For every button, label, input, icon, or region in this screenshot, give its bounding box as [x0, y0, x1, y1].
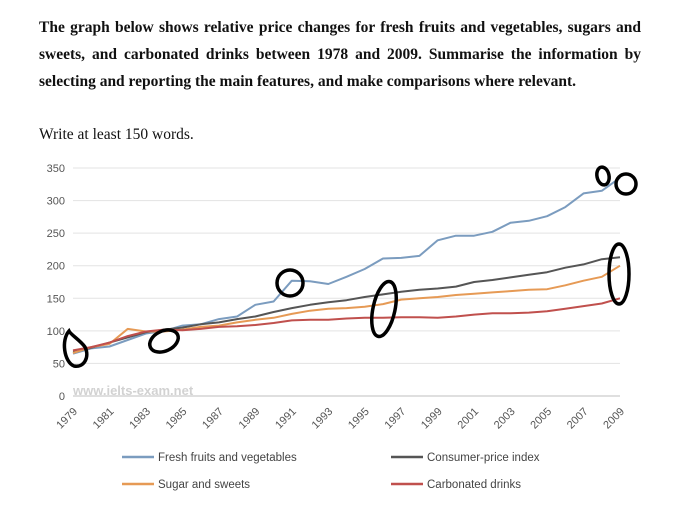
x-tick-label: 1983	[127, 406, 153, 432]
series-line-carbonated-drinks	[72, 297, 621, 352]
x-axis-ticks: 1979 1981 1983 1985 1987 1989 1991 1993 1995 1997…	[54, 406, 627, 432]
line-chart: 0 50 100 150 200 250 300 350 www.ielts-exam.net…	[47, 163, 638, 491]
legend-label: Sugar and sweets	[158, 479, 250, 491]
annotation-circle-1996	[370, 279, 398, 339]
x-tick-label: 1991	[273, 406, 299, 432]
x-tick-label: 2009	[601, 406, 627, 432]
legend: Fresh fruits and vegetables Consumer-pric…	[122, 452, 540, 491]
legend-label: Fresh fruits and vegetables	[158, 452, 297, 464]
x-tick-label: 1999	[419, 406, 445, 432]
x-tick-label: 1979	[54, 406, 80, 432]
grid-lines	[73, 167, 620, 397]
x-tick-label: 1993	[310, 406, 336, 432]
x-tick-label: 1997	[383, 406, 409, 432]
x-tick-label: 1987	[200, 406, 226, 432]
annotation-circle-2008a	[595, 165, 611, 187]
x-tick-label: 1985	[164, 406, 190, 432]
annotation-circle-1979	[62, 327, 89, 368]
legend-label: Consumer-price index	[427, 452, 540, 464]
y-tick-label: 0	[59, 391, 65, 403]
y-tick-label: 100	[47, 326, 65, 338]
y-tick-label: 250	[47, 228, 65, 240]
series-line-consumer-price-index	[72, 256, 621, 353]
annotation-circle-1983	[148, 328, 180, 354]
word-count-instruction: Write at least 150 words.	[39, 126, 194, 143]
task-prompt: The graph below shows relative price cha…	[39, 19, 641, 90]
legend-label: Carbonated drinks	[427, 479, 521, 491]
x-tick-label: 1989	[237, 406, 263, 432]
y-tick-label: 300	[47, 196, 65, 208]
y-tick-label: 150	[47, 293, 65, 305]
annotation-circle-2009	[607, 242, 631, 306]
hand-drawn-annotations	[62, 165, 638, 368]
x-tick-label: 1981	[91, 406, 117, 432]
x-tick-label: 1995	[346, 406, 372, 432]
y-axis-ticks: 0 50 100 150 200 250 300 350	[47, 163, 65, 403]
annotation-circle-1991	[275, 268, 305, 298]
watermark: www.ielts-exam.net	[72, 383, 194, 398]
x-tick-label: 2001	[455, 406, 481, 432]
x-tick-label: 2005	[528, 406, 554, 432]
x-tick-label: 2007	[565, 406, 591, 432]
series-line-sugar-and-sweets	[72, 264, 621, 354]
annotation-circle-2008b	[614, 172, 638, 196]
y-tick-label: 50	[53, 358, 65, 370]
x-tick-label: 2003	[492, 406, 518, 432]
y-tick-label: 350	[47, 163, 65, 175]
y-tick-label: 200	[47, 261, 65, 273]
